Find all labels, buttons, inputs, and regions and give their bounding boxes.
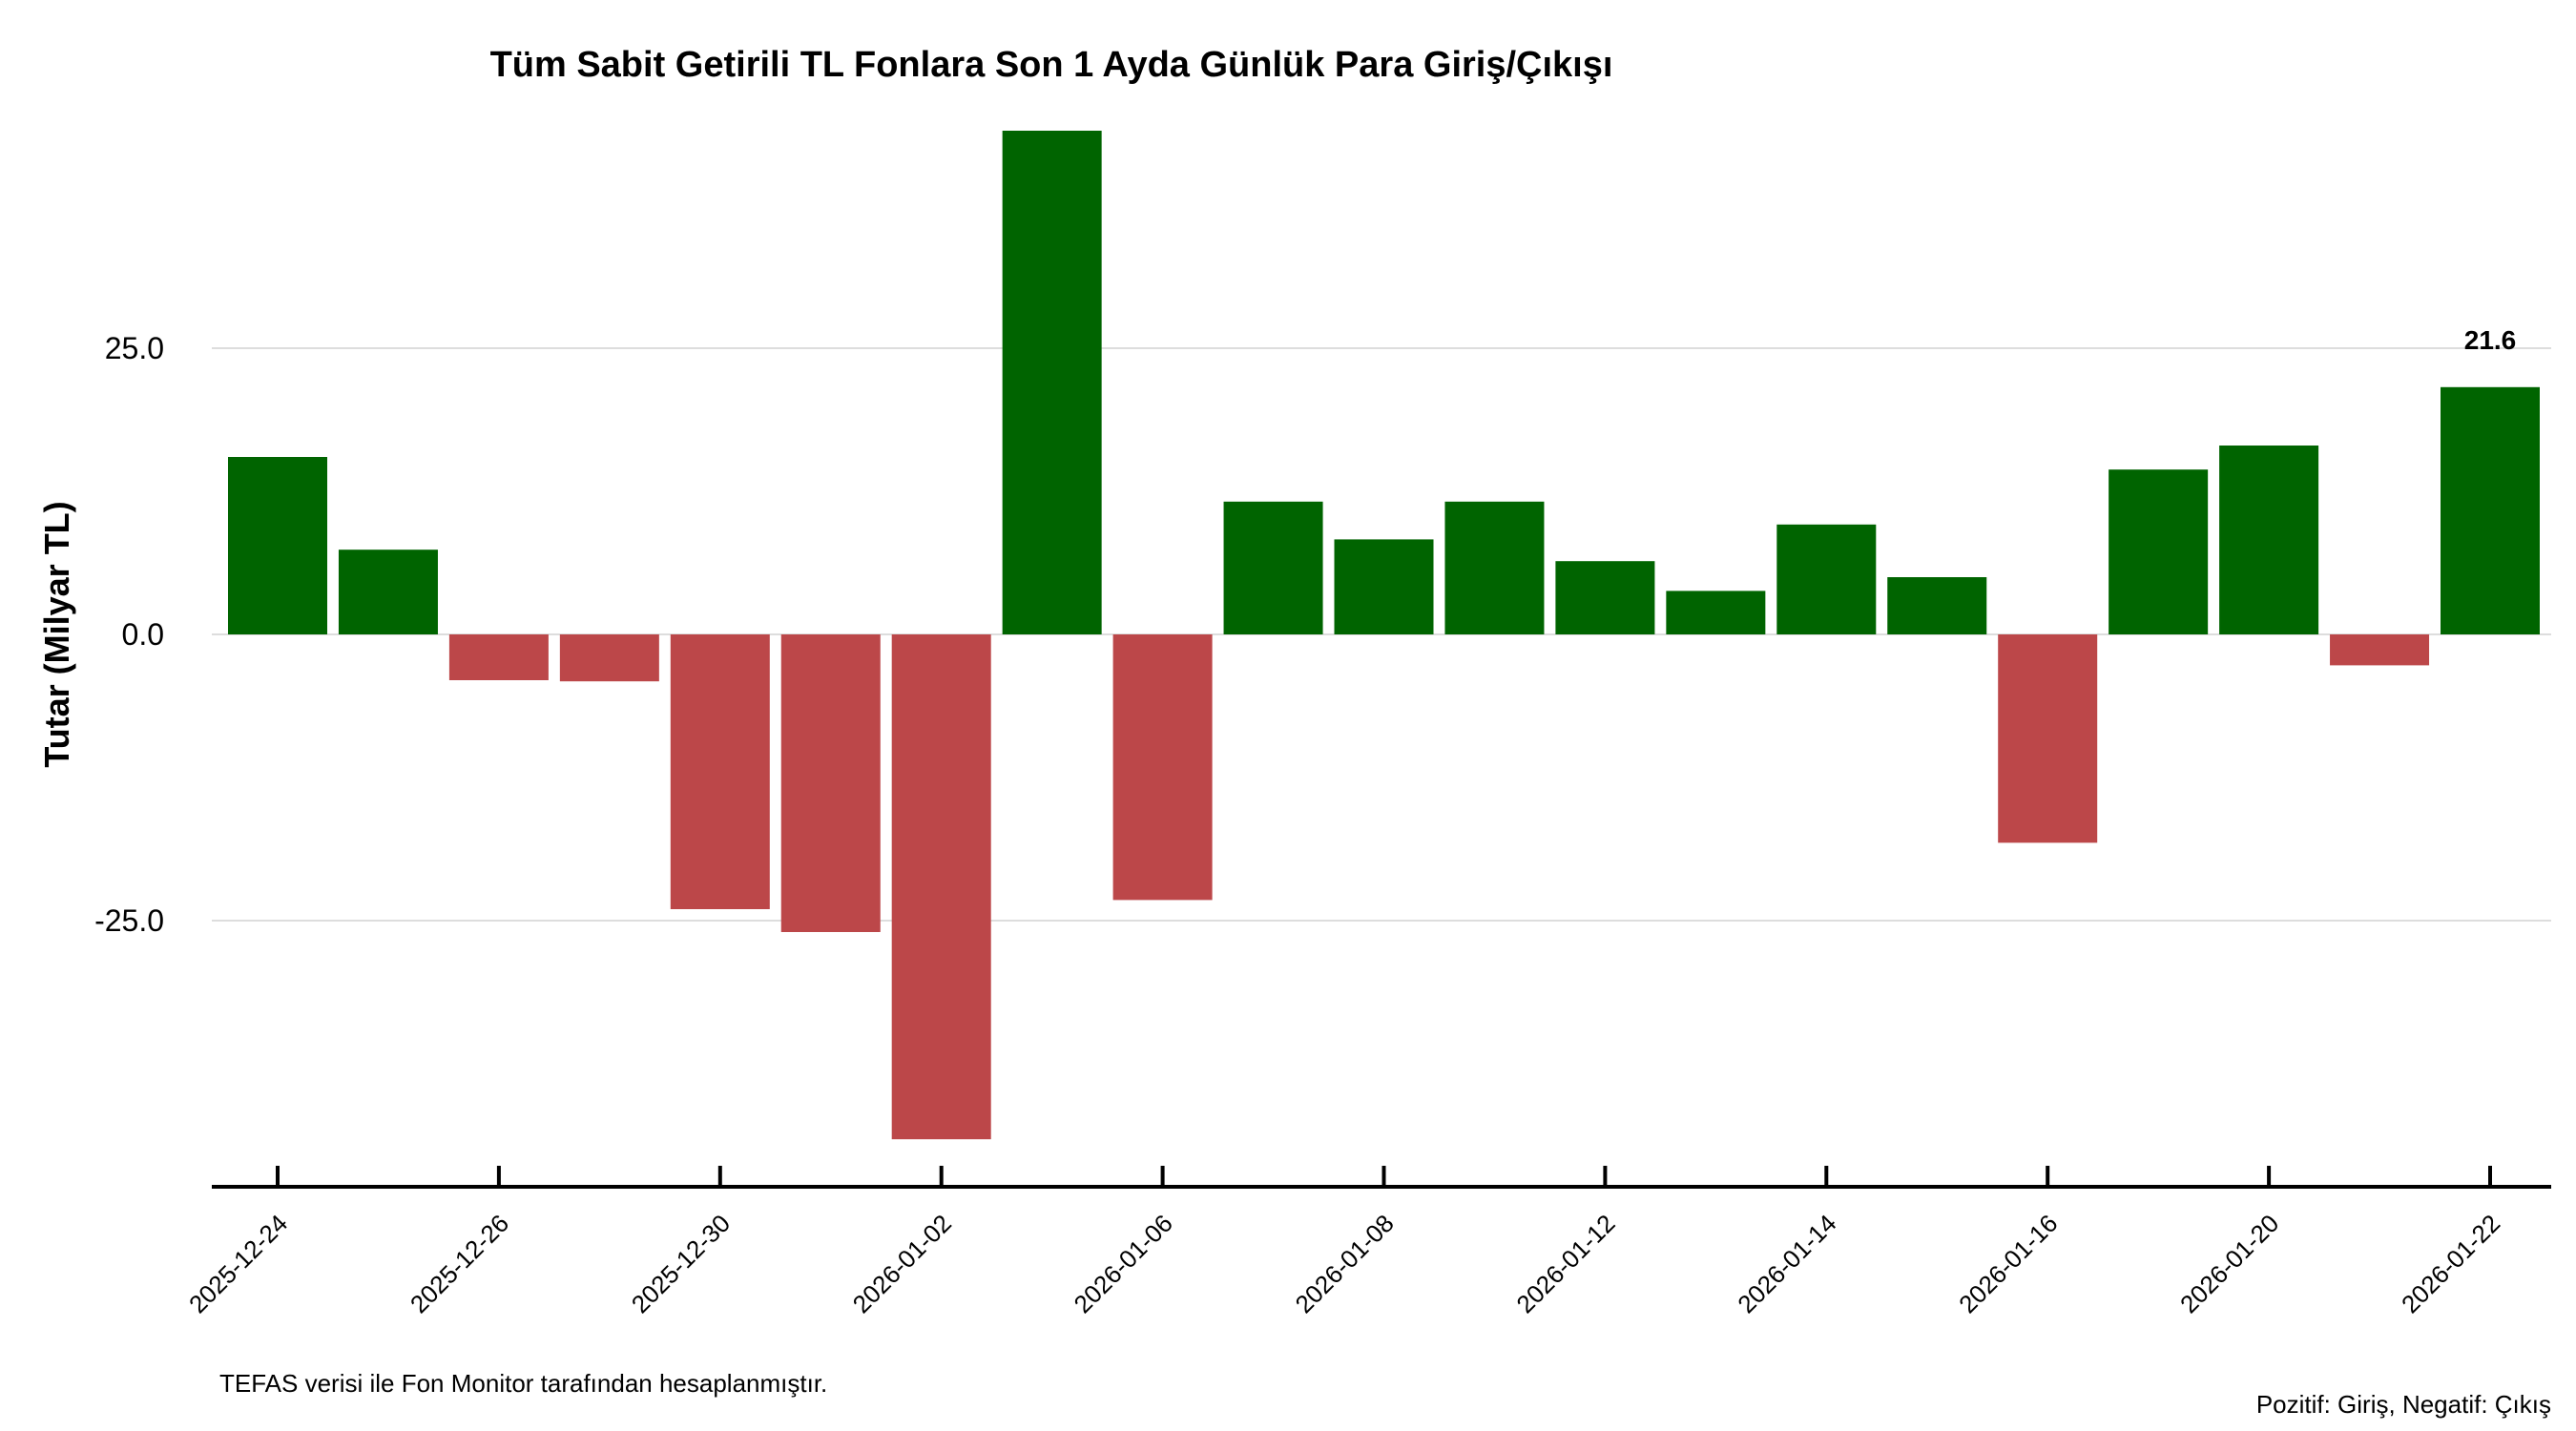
outflow-bar [1998,634,2098,843]
inflow-bar [1666,591,1766,634]
inflow-bar [338,550,438,634]
outflow-bar [670,634,770,909]
outflow-bar [1112,634,1213,901]
outflow-bar [2330,634,2430,666]
outflow-bar [559,634,659,682]
legend-note: Pozitif: Giriş, Negatif: Çıkış [2256,1390,2551,1419]
bars [228,131,2540,1140]
inflow-bar [1444,501,1545,634]
inflow-bar [1002,131,1102,634]
inflow-bar [1555,561,1655,634]
data-labels: 21.6 [2464,325,2517,355]
inflow-bar [2109,469,2209,634]
inflow-bar [1334,539,1434,634]
inflow-bar [1223,501,1323,634]
outflow-bar [780,634,881,932]
inflow-bar [2441,386,2540,634]
y-tick-label: 25.0 [105,331,164,365]
outflow-bar [448,634,549,680]
inflow-bar [228,457,327,634]
outflow-bar [891,634,991,1140]
y-tick-label: -25.0 [94,903,164,938]
chart-title: Tüm Sabit Getirili TL Fonlara Son 1 Ayda… [490,45,1613,85]
y-tick-label: 0.0 [122,617,164,652]
y-axis-ticks: 25.0 0.0 -25.0 [94,331,164,938]
y-axis-label: Tutar (Milyar TL) [37,501,76,767]
inflow-bar [1887,577,1987,634]
inflow-bar [2219,446,2319,634]
bar-value-label: 21.6 [2464,325,2517,355]
source-note: TEFAS verisi ile Fon Monitor tarafından … [219,1369,827,1398]
inflow-bar [1776,524,1877,634]
